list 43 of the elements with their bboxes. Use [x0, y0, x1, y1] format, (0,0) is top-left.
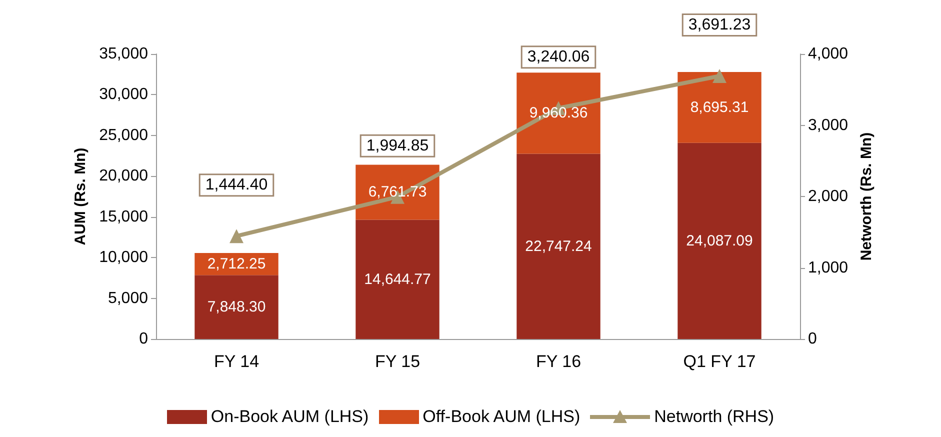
y2-axis-title: Networth (Rs. Mn): [858, 132, 875, 261]
bar: [194, 275, 278, 339]
y2-tick-label: 3,000: [808, 116, 848, 134]
data-label: 7,848.30: [207, 298, 266, 316]
y-tick-label: 15,000: [99, 208, 148, 226]
bar: [516, 154, 600, 339]
data-label: 1,994.85: [366, 137, 429, 154]
y-tick-label: 30,000: [99, 86, 148, 104]
x-tick-label: FY 14: [214, 352, 260, 371]
y-tick-label: 35,000: [99, 46, 148, 62]
data-label: 3,240.06: [527, 48, 590, 66]
x-tick-label: FY 16: [536, 352, 582, 371]
y-tick-label: 10,000: [99, 249, 148, 266]
point: [712, 69, 726, 83]
bar: [678, 142, 762, 339]
data-label: 24,087.09: [686, 232, 753, 250]
data-label: 14,644.77: [364, 270, 431, 288]
legend-label: On-Book AUM (LHS): [210, 407, 369, 427]
x-tick-label: Q1 FY 17: [683, 352, 756, 371]
y2-tick-label: 2,000: [808, 188, 848, 205]
data-label: 22,747.24: [525, 238, 592, 255]
x-tick-label: FY 15: [374, 352, 420, 371]
data-label: 3,691.23: [688, 16, 751, 34]
y-tick-label: 25,000: [99, 126, 148, 144]
data-label: 8,695.31: [690, 98, 749, 116]
bar: [516, 72, 600, 154]
bar: [356, 220, 440, 339]
data-label: 9,960.36: [529, 104, 588, 122]
y-axis-title: AUM (Rs. Mn): [72, 148, 89, 246]
y2-tick-label: 0: [808, 330, 817, 348]
point: [230, 229, 244, 244]
y-tick-label: 5,000: [108, 290, 148, 307]
data-label: 6,761.73: [368, 184, 427, 201]
data-label: 1,444.40: [205, 176, 268, 194]
y2-tick-label: 1,000: [808, 259, 848, 276]
legend-label: Networth (RHS): [654, 407, 774, 427]
data-label: 2,712.25: [207, 256, 266, 273]
y-tick-label: 0: [139, 330, 148, 348]
legend-label: Off-Book AUM (LHS): [422, 407, 580, 427]
bar: [356, 164, 440, 220]
y2-tick-label: 4,000: [808, 46, 848, 62]
y-tick-label: 20,000: [99, 168, 148, 185]
bar: [678, 72, 762, 143]
